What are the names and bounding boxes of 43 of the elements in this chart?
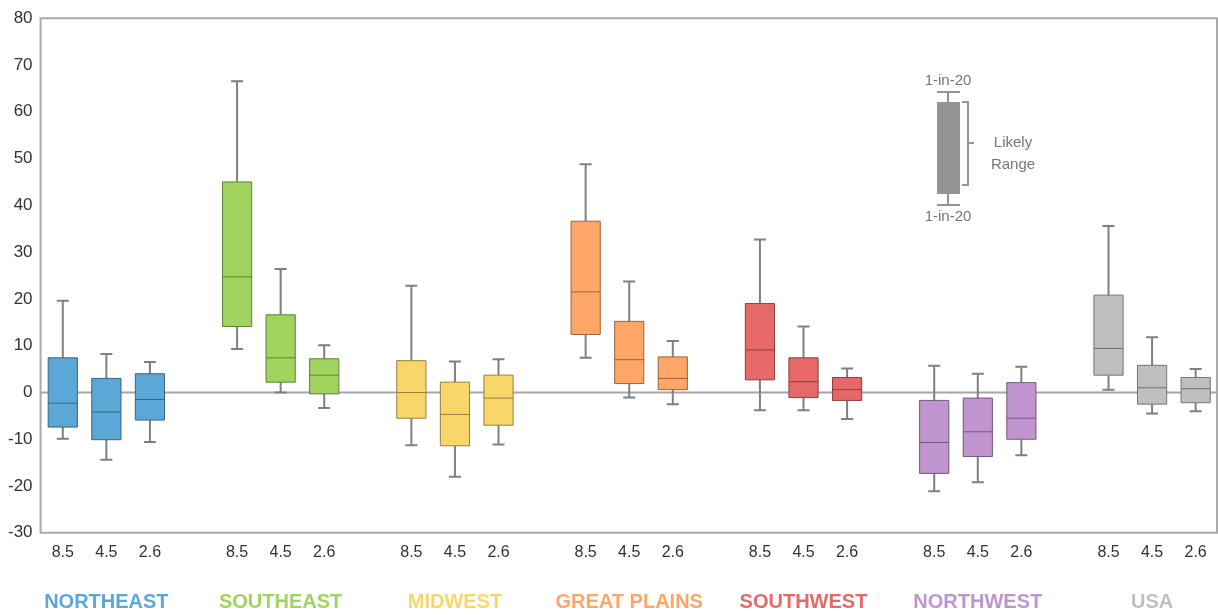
x-tick-label: 4.5 bbox=[95, 542, 118, 560]
y-tick-label: 40 bbox=[13, 195, 33, 215]
text: GREAT PLAINS bbox=[555, 589, 703, 612]
y-tick-label: 80 bbox=[13, 7, 33, 27]
x-tick-label: 8.5 bbox=[1097, 542, 1120, 560]
text: SOUTHWEST bbox=[739, 589, 868, 612]
text: NORTHEAST bbox=[44, 589, 169, 612]
annotation: 1-in-20 bbox=[923, 206, 973, 226]
y-tick-label: 50 bbox=[13, 148, 33, 168]
x-tick-label: 8.5 bbox=[400, 542, 423, 560]
annotation: Likely Range bbox=[989, 132, 1037, 174]
y-tick-label: 30 bbox=[13, 241, 33, 261]
y-tick-label: -30 bbox=[7, 522, 33, 542]
x-tick-label: 2.6 bbox=[1184, 542, 1207, 560]
x-tick-label: 2.6 bbox=[1010, 542, 1033, 560]
x-tick-label: 4.5 bbox=[618, 542, 641, 560]
x-tick-label: 8.5 bbox=[748, 542, 772, 560]
x-tick-label: 4.5 bbox=[443, 542, 467, 560]
x-tick-label: 2.6 bbox=[661, 542, 685, 560]
x-tick-label: 4.5 bbox=[1140, 542, 1164, 560]
x-tick-label: 8.5 bbox=[574, 542, 597, 560]
x-tick-label: 2.6 bbox=[835, 542, 859, 560]
x-tick-label: 8.5 bbox=[225, 542, 249, 560]
x-tick-label: 4.5 bbox=[966, 542, 990, 560]
x-tick-label: 2.6 bbox=[487, 542, 510, 560]
x-tick-label: 2.6 bbox=[138, 542, 162, 560]
text: USA bbox=[1130, 589, 1174, 612]
x-tick-label: 8.5 bbox=[51, 542, 75, 560]
text: MIDWEST bbox=[407, 589, 503, 612]
y-tick-label: 10 bbox=[13, 335, 33, 355]
annotation: 1-in-20 bbox=[923, 70, 973, 90]
y-tick-label: 20 bbox=[13, 288, 33, 308]
x-tick-label: 4.5 bbox=[792, 542, 815, 560]
y-tick-label: 70 bbox=[13, 54, 33, 74]
y-tick-label: -20 bbox=[7, 475, 33, 495]
text: NORTHWEST bbox=[913, 589, 1043, 612]
x-tick-label: 4.5 bbox=[269, 542, 292, 560]
y-tick-label: -10 bbox=[7, 428, 33, 448]
x-tick-label: 8.5 bbox=[923, 542, 946, 560]
y-tick-label: 0 bbox=[23, 382, 33, 402]
y-tick-label: 60 bbox=[13, 101, 33, 121]
x-tick-label: 2.6 bbox=[313, 542, 336, 560]
text: SOUTHEAST bbox=[218, 589, 343, 612]
